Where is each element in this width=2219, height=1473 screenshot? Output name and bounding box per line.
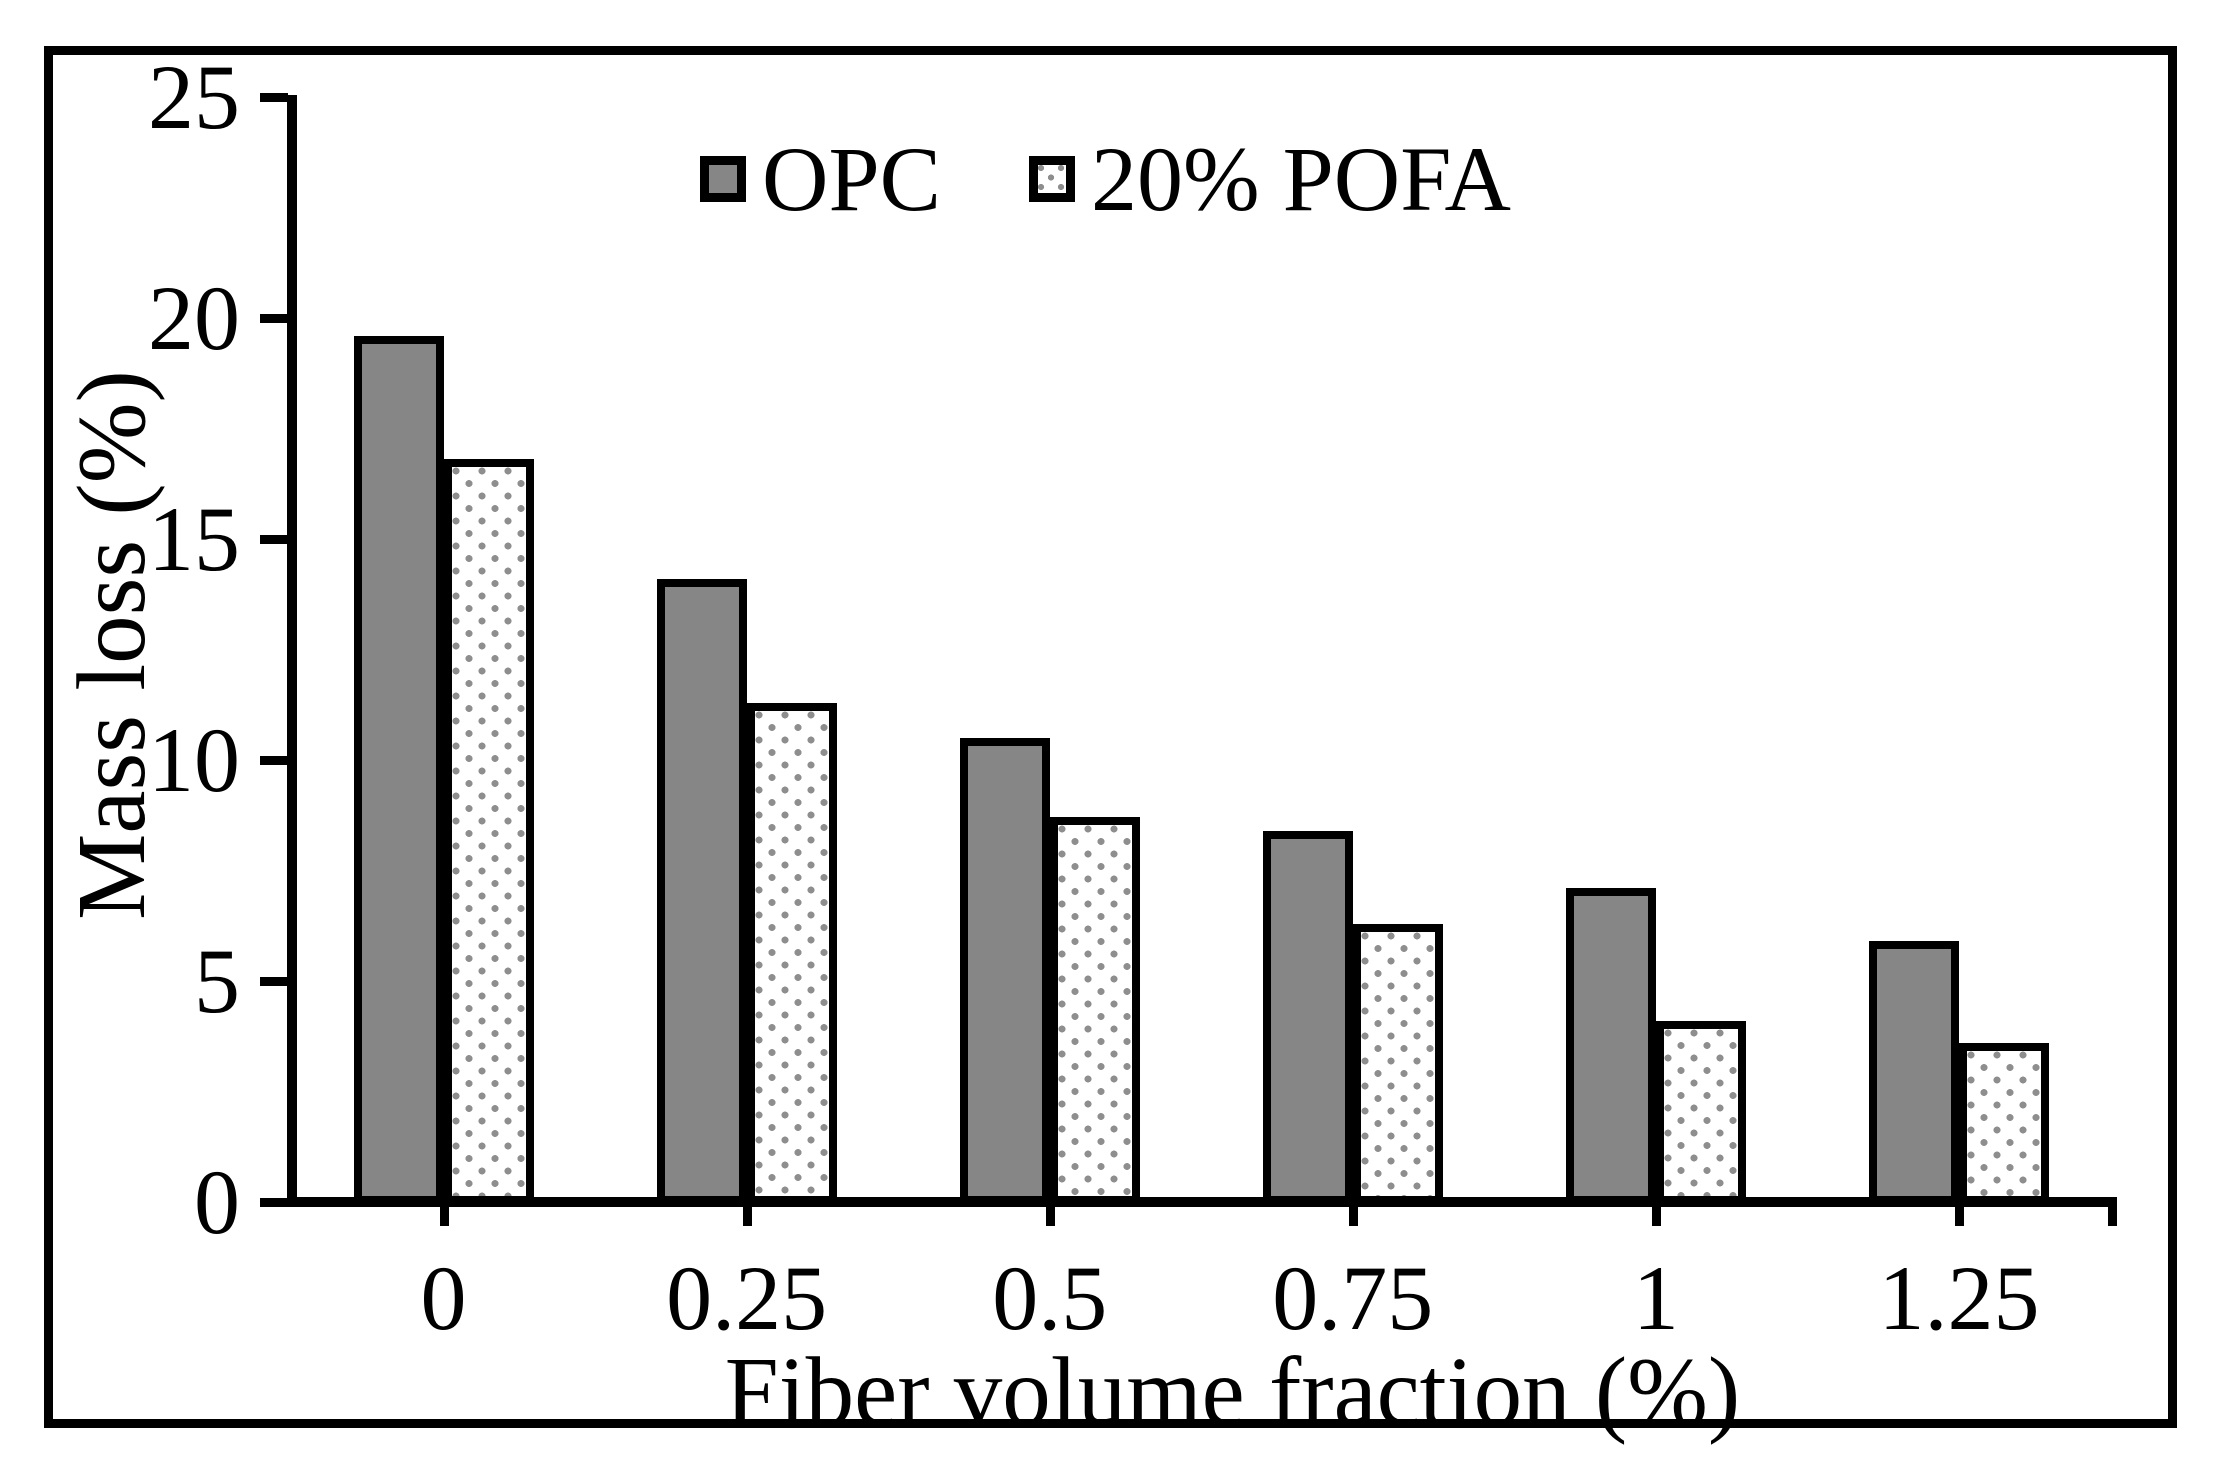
bar-20-pofa-1.25 <box>1959 1043 2049 1204</box>
y-tick-20 <box>260 314 288 323</box>
y-tick-label-15: 15 <box>148 488 240 590</box>
x-axis-line <box>287 1197 2117 1207</box>
x-tick-label-0: 0 <box>420 1247 467 1349</box>
y-tick-label-20: 20 <box>148 267 240 369</box>
bar-20-pofa-0.5 <box>1049 817 1140 1204</box>
bar-opc-0.25 <box>656 579 747 1204</box>
bar-20-pofa-0.25 <box>746 703 837 1204</box>
x-axis-end-tick <box>2108 1207 2117 1226</box>
legend-item-opc: OPC <box>700 133 941 225</box>
x-tick-0.25 <box>742 1207 752 1226</box>
x-tick-1.25 <box>1955 1207 1964 1226</box>
y-tick-25 <box>260 93 288 102</box>
x-tick-label-1: 1 <box>1632 1247 1679 1349</box>
y-tick-label-5: 5 <box>194 930 240 1032</box>
bar-20-pofa-0 <box>443 459 534 1204</box>
y-tick-label-25: 25 <box>148 46 240 148</box>
bar-opc-0.75 <box>1262 831 1353 1204</box>
x-tick-label-0.75: 0.75 <box>1272 1247 1434 1349</box>
bar-20-pofa-1 <box>1655 1021 1746 1204</box>
legend-swatch-opc <box>700 156 746 202</box>
legend-label-pofa: 20% POFA <box>1090 128 1511 230</box>
x-axis-title: Fiber volume fraction (%) <box>724 1338 1741 1445</box>
x-tick-0 <box>439 1207 449 1226</box>
bar-opc-1.25 <box>1869 941 1959 1204</box>
bar-opc-0 <box>353 336 444 1204</box>
chart-legend: OPC 20% POFA <box>700 133 1511 225</box>
y-tick-label-0: 0 <box>194 1151 240 1253</box>
y-axis-title: Mass loss (%) <box>58 370 165 920</box>
y-tick-0 <box>260 1198 288 1207</box>
bar-opc-1 <box>1565 888 1656 1204</box>
x-tick-1 <box>1651 1207 1661 1226</box>
legend-item-pofa: 20% POFA <box>1028 128 1511 230</box>
legend-swatch-pofa <box>1028 156 1075 202</box>
bar-opc-0.5 <box>959 738 1050 1204</box>
y-axis-line <box>287 95 297 1207</box>
legend-label-opc: OPC <box>762 128 941 230</box>
y-tick-label-10: 10 <box>148 709 240 811</box>
x-tick-0.5 <box>1045 1207 1055 1226</box>
bar-20-pofa-0.75 <box>1352 924 1443 1204</box>
x-tick-label-1.25: 1.25 <box>1878 1247 2040 1349</box>
y-tick-15 <box>260 535 288 544</box>
y-tick-5 <box>260 977 288 986</box>
y-tick-10 <box>260 756 288 765</box>
x-tick-label-0.25: 0.25 <box>666 1247 828 1349</box>
x-tick-label-0.5: 0.5 <box>992 1247 1108 1349</box>
x-tick-0.75 <box>1348 1207 1358 1226</box>
